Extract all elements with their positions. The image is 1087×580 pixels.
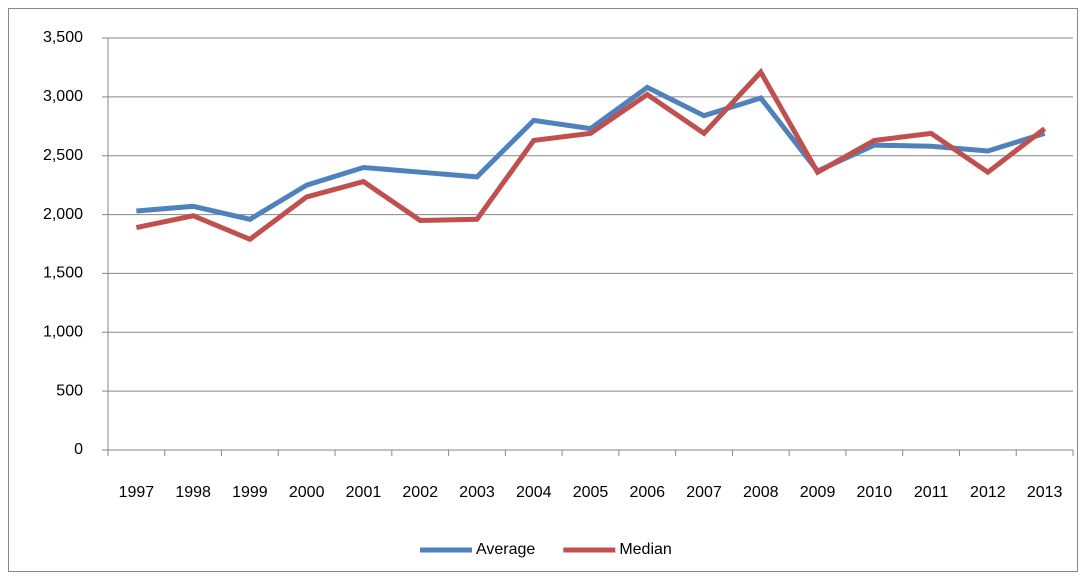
chart-border — [8, 8, 1078, 572]
y-tick-label: 1,000 — [43, 324, 83, 341]
x-tick-label: 2011 — [914, 484, 949, 501]
x-tick-label: 2005 — [573, 484, 609, 501]
series-line — [135, 67, 1047, 243]
legend-label: Median — [619, 541, 671, 558]
x-tick-label: 2000 — [289, 484, 325, 501]
x-tick-label: 2004 — [516, 484, 552, 501]
y-tick-label: 2,500 — [43, 147, 83, 164]
x-tick-label: 2006 — [629, 484, 665, 501]
y-tick-label: 500 — [56, 382, 83, 399]
x-tick-label: 2001 — [346, 484, 382, 501]
series-line — [136, 84, 1046, 222]
y-tick-label: 3,500 — [43, 29, 83, 46]
x-tick-label: 2013 — [1027, 484, 1063, 501]
x-tick-label: 1998 — [175, 484, 211, 501]
y-tick-label: 2,000 — [43, 206, 83, 223]
x-tick-label: 2012 — [970, 484, 1006, 501]
y-tick-label: 3,000 — [43, 88, 83, 105]
x-tick-label: 2003 — [459, 484, 495, 501]
x-tick-label: 1997 — [119, 484, 155, 501]
x-tick-label: 2008 — [743, 484, 779, 501]
legend-label: Average — [476, 541, 535, 558]
x-tick-label: 2007 — [686, 484, 722, 501]
x-tick-label: 1999 — [232, 484, 268, 501]
y-tick-label: 0 — [74, 441, 83, 458]
y-tick-label: 1,500 — [43, 265, 83, 282]
x-tick-label: 2009 — [800, 484, 836, 501]
x-tick-label: 2010 — [857, 484, 893, 501]
x-tick-label: 2002 — [402, 484, 438, 501]
